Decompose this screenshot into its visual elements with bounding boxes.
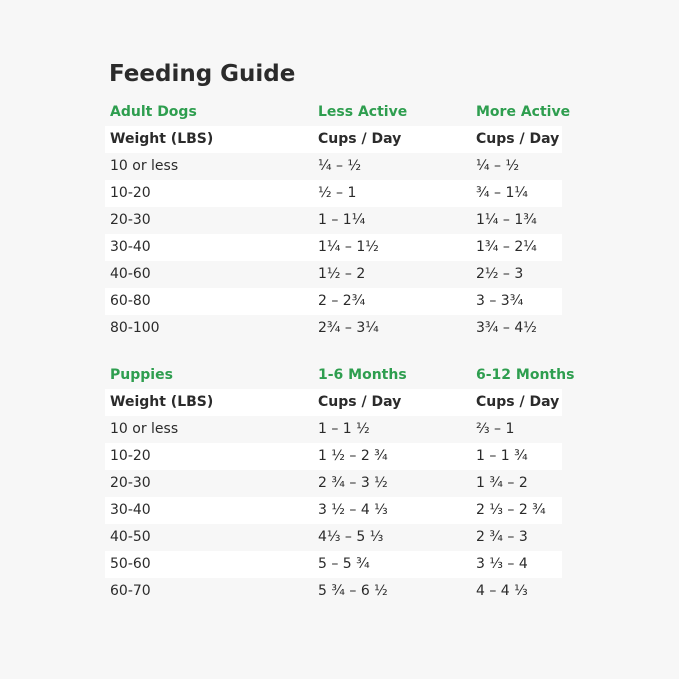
column-header: Weight (LBS) (110, 131, 214, 147)
cell: 2¾ – 3¼ (318, 320, 379, 336)
cell: 3¾ – 4½ (476, 320, 537, 336)
cell: 2 ¾ – 3 (476, 529, 528, 545)
cell: 10-20 (110, 185, 151, 201)
cell: 60-80 (110, 293, 151, 309)
cell: 1½ – 2 (318, 266, 366, 282)
cell: 3 ½ – 4 ⅓ (318, 502, 388, 518)
cell: 3 – 3¾ (476, 293, 524, 309)
group-header: Less Active (318, 104, 408, 120)
cell: 10 or less (110, 421, 179, 437)
cell: 1¼ – 1½ (318, 239, 379, 255)
cell: 2 – 2¾ (318, 293, 366, 309)
column-header: Cups / Day (476, 131, 560, 147)
cell: 1¼ – 1¾ (476, 212, 537, 228)
row-stripe (105, 126, 562, 153)
cell: 1 – 1 ¾ (476, 448, 528, 464)
cell: 80-100 (110, 320, 160, 336)
cell: ½ – 1 (318, 185, 357, 201)
cell: 30-40 (110, 502, 151, 518)
cell: 20-30 (110, 212, 151, 228)
row-stripe (105, 551, 562, 578)
cell: 40-60 (110, 266, 151, 282)
cell: ¾ – 1¼ (476, 185, 528, 201)
cell: 30-40 (110, 239, 151, 255)
row-stripe (105, 180, 562, 207)
cell: 50-60 (110, 556, 151, 572)
group-header: More Active (476, 104, 571, 120)
row-stripe (105, 497, 562, 524)
cell: ¼ – ½ (476, 158, 520, 174)
row-stripe (105, 234, 562, 261)
cell: ¼ – ½ (318, 158, 362, 174)
column-header: Cups / Day (318, 131, 402, 147)
cell: 3 ⅓ – 4 (476, 556, 528, 572)
cell: 5 ¾ – 6 ½ (318, 583, 388, 599)
cell: 2 ¾ – 3 ½ (318, 475, 388, 491)
cell: 1 ½ – 2 ¾ (318, 448, 388, 464)
cell: 1 – 1 ½ (318, 421, 370, 437)
cell: 10-20 (110, 448, 151, 464)
column-header: Cups / Day (318, 394, 402, 410)
cell: 2½ – 3 (476, 266, 524, 282)
group-header: 1-6 Months (318, 367, 407, 383)
row-stripe (105, 389, 562, 416)
cell: 40-50 (110, 529, 151, 545)
cell: 60-70 (110, 583, 151, 599)
row-stripe (105, 288, 562, 315)
cell: 1¾ – 2¼ (476, 239, 537, 255)
group-header: Puppies (110, 367, 173, 383)
cell: 5 – 5 ¾ (318, 556, 370, 572)
group-header: Adult Dogs (110, 104, 197, 120)
column-header: Weight (LBS) (110, 394, 214, 410)
cell: 4⅓ – 5 ⅓ (318, 529, 384, 545)
row-stripe (105, 443, 562, 470)
cell: ⅔ – 1 (476, 421, 515, 437)
cell: 1 – 1¼ (318, 212, 366, 228)
cell: 20-30 (110, 475, 151, 491)
title: Feeding Guide (109, 61, 296, 87)
cell: 10 or less (110, 158, 179, 174)
cell: 2 ⅓ – 2 ¾ (476, 502, 546, 518)
cell: 4 – 4 ⅓ (476, 583, 528, 599)
column-header: Cups / Day (476, 394, 560, 410)
cell: 1 ¾ – 2 (476, 475, 528, 491)
group-header: 6-12 Months (476, 367, 575, 383)
